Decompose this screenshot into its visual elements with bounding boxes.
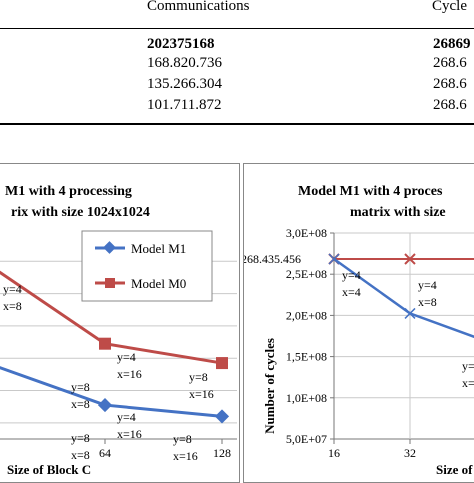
point-annotations: y=4 x=4 y=4 x=8 y=4 x=8 xyxy=(342,268,474,390)
x-tick-label: 64 xyxy=(99,446,111,460)
y-tick-labels: 3,0E+08 2,5E+08 2,0E+08 1,5E+08 1,0E+08 5,0E+… xyxy=(286,226,327,446)
chart-title-line: rix with size 1024x1024 xyxy=(11,205,150,220)
legend-marker-square xyxy=(105,278,115,288)
table-cell-cycles: 268.6 xyxy=(433,55,467,71)
table-cell-cycles: 268.6 xyxy=(433,97,467,113)
x-tick-label: 128 xyxy=(213,446,231,460)
y-tick-label: 5,0E+07 xyxy=(286,432,327,446)
point-annotation-label: x=8 xyxy=(71,397,90,411)
data-point-cross xyxy=(404,307,416,319)
point-annotation-label: x=8 xyxy=(418,295,437,309)
y-tick-label: 3,0E+08 xyxy=(286,226,327,240)
point-annotations: y=4 x=8 y=4 x=16 y=8 x=16 y=8 x=8 y=4 x=16 y=8 x=8 y… xyxy=(3,282,214,463)
point-annotation-label: y=8 xyxy=(71,380,90,394)
table-header-cycles: Cycle xyxy=(432,0,467,14)
chart-title-line: matrix with size xyxy=(350,205,446,220)
point-annotation-label: y=4 xyxy=(462,359,474,373)
point-annotation-label: y=4 xyxy=(3,282,22,296)
data-point-cross xyxy=(404,253,416,265)
point-annotation-label: y=4 xyxy=(342,268,361,282)
y-tick-label: 2,5E+08 xyxy=(286,267,327,281)
left-line-chart: M1 with 4 processing rix with size 1024x… xyxy=(0,184,237,477)
table-cell-communications: 202375168 xyxy=(147,36,215,52)
table-cell-communications: 135.266.304 xyxy=(147,76,222,92)
data-point-diamond xyxy=(214,409,230,424)
point-annotation-label: y=8 xyxy=(71,431,90,445)
right-line-chart: Model M1 with 4 proces matrix with size … xyxy=(244,184,474,477)
chart-panel-left: M1 with 4 processing rix with size 1024x… xyxy=(0,163,240,483)
table-header-communications: Communications xyxy=(147,0,250,14)
point-annotation-label: y=8 xyxy=(173,432,192,446)
table-bottom-rule xyxy=(0,123,474,125)
point-annotation-label: x=16 xyxy=(117,367,142,381)
point-annotation-label: x=16 xyxy=(117,427,142,441)
point-annotation-label: y=4 xyxy=(418,278,437,292)
data-point-diamond xyxy=(97,398,113,413)
legend-label-model-m1: Model M1 xyxy=(131,241,186,256)
point-annotation-label: y=4 xyxy=(117,350,136,364)
table-cell-communications: 101.711.872 xyxy=(147,97,222,113)
point-annotation-label: x=16 xyxy=(173,449,198,463)
y-axis-label: Number of cycles xyxy=(262,338,277,434)
chart-panel-right: Model M1 with 4 proces matrix with size … xyxy=(243,163,474,483)
y-tick-label: 1,0E+08 xyxy=(286,391,327,405)
x-tick-label: 32 xyxy=(404,446,416,460)
point-annotation-label: x=16 xyxy=(189,387,214,401)
series-lines xyxy=(328,253,474,339)
y-tick-label: 2,0E+08 xyxy=(286,308,327,322)
table-cell-cycles: 26869 xyxy=(433,36,471,52)
series-lines xyxy=(0,270,230,424)
chart-title-line: M1 with 4 processing xyxy=(5,184,132,199)
y-tick-label: 1,5E+08 xyxy=(286,350,327,364)
results-table: Communications Cycle 202375168 168.820.7… xyxy=(0,0,474,150)
point-annotation-label: y=8 xyxy=(189,370,208,384)
grid-lines xyxy=(330,232,474,444)
point-annotation-label: x=8 xyxy=(462,376,474,390)
point-annotation-label: y=4 xyxy=(117,410,136,424)
x-tick-label: 16 xyxy=(328,446,340,460)
x-axis-label: Size of xyxy=(436,462,473,477)
legend-marker-diamond xyxy=(103,241,116,254)
point-annotation-label: x=8 xyxy=(3,299,22,313)
data-value-label: 268.435.456 xyxy=(244,252,301,266)
data-point-square xyxy=(99,337,111,350)
table-cell-cycles: 268.6 xyxy=(433,76,467,92)
legend-label-model-m0: Model M0 xyxy=(131,276,186,291)
point-annotation-label: x=4 xyxy=(342,285,361,299)
point-annotation-label: x=8 xyxy=(71,448,90,462)
table-header-rule xyxy=(0,28,474,29)
data-point-square xyxy=(216,357,228,370)
table-cell-communications: 168.820.736 xyxy=(147,55,222,71)
chart-title-line: Model M1 with 4 proces xyxy=(298,184,443,199)
legend-box xyxy=(81,230,213,302)
data-point-cross xyxy=(328,253,340,265)
x-axis-label: Size of Block C xyxy=(7,462,91,477)
legend: Model M1 Model M0 xyxy=(81,230,213,302)
